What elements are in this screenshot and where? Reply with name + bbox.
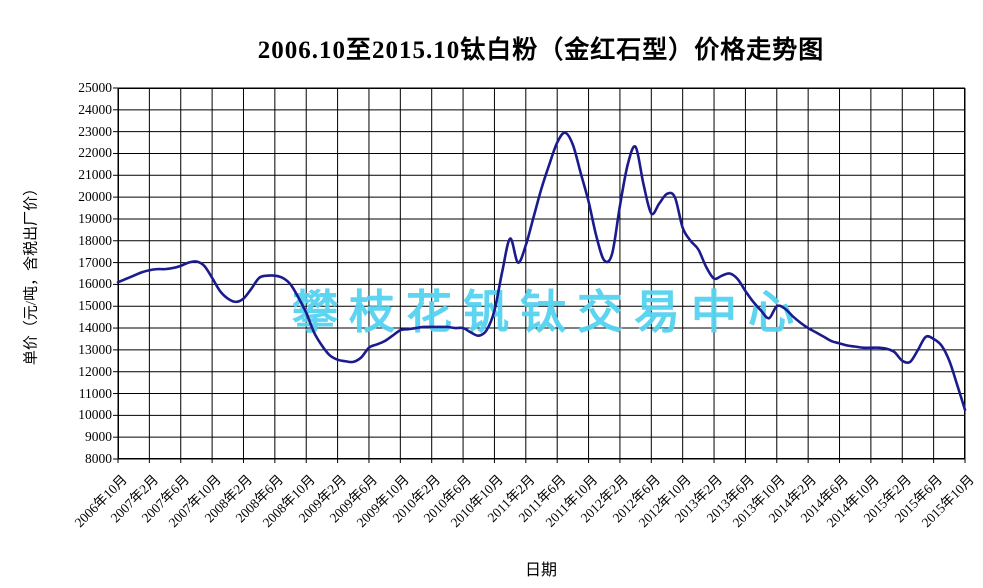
y-tick-label: 16000 [78,276,112,292]
y-tick-label: 19000 [78,210,112,226]
y-tick-label: 25000 [78,80,112,95]
y-tick-label: 20000 [78,189,112,205]
y-tick-label: 22000 [78,145,112,161]
y-axis-title: 单价（元/吨，含税出厂价） [23,180,40,366]
y-tick-label: 17000 [78,254,112,270]
chart-title: 2006.10至2015.10钛白粉（金红石型）价格走势图 [257,37,825,64]
y-tick-label: 11000 [78,385,112,401]
y-tick-label: 15000 [78,298,112,314]
series-layer [116,88,967,459]
y-tick-label: 13000 [78,341,112,357]
y-tick-label: 10000 [78,407,112,423]
y-tick-label: 9000 [85,429,112,445]
plot-area [113,87,966,463]
y-tick-label: 24000 [78,101,112,117]
x-axis-title: 日期 [524,562,558,579]
y-tick-label: 14000 [78,320,112,336]
grid-lines [113,87,966,463]
y-tick-label: 8000 [85,451,112,466]
price-series-path [116,131,967,412]
y-tick-label: 23000 [78,123,112,139]
watermark: 攀枝花钒钛交易中心 [292,287,805,338]
price-line [116,131,967,412]
y-tick-label: 18000 [78,232,112,248]
y-tick-label: 21000 [78,167,112,183]
y-tick-label: 12000 [78,363,112,379]
